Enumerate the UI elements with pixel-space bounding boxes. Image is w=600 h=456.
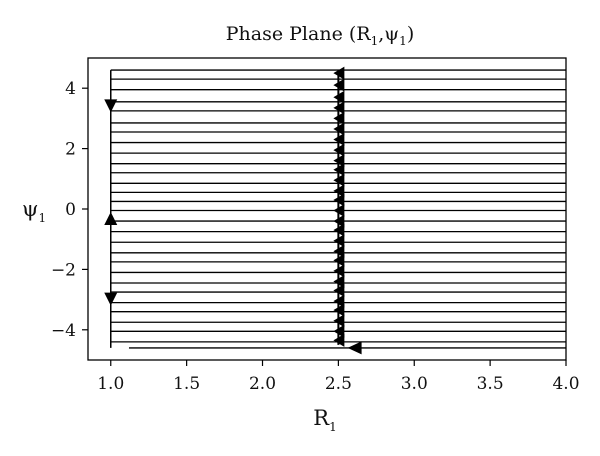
arrowhead-left: [333, 234, 345, 248]
arrowhead-left: [333, 163, 345, 177]
x-axis-label: R1: [313, 406, 336, 434]
y-tick-label: 4: [65, 79, 76, 99]
arrowhead-left: [333, 101, 345, 115]
y-axis-label: ψ1: [22, 197, 46, 225]
y-tick-label: 0: [65, 200, 76, 220]
arrowhead-left: [333, 193, 345, 207]
arrowhead-left: [347, 341, 362, 355]
arrowhead-left: [333, 173, 345, 187]
arrowhead-left: [333, 143, 345, 157]
arrowhead-down: [104, 292, 118, 306]
x-tick-label: 2.0: [249, 374, 276, 394]
arrowhead-left: [333, 253, 345, 267]
x-tick-label: 3.5: [477, 374, 504, 394]
arrowhead-left: [333, 274, 345, 288]
y-tick-label: −4: [51, 321, 76, 341]
arrowhead-left: [333, 133, 345, 147]
arrowhead-left: [333, 154, 345, 168]
x-tick-label: 4.0: [552, 374, 579, 394]
arrowhead-left: [333, 244, 345, 258]
arrowhead-left: [333, 324, 345, 338]
arrowhead-left: [333, 303, 345, 317]
arrowhead-left: [333, 214, 345, 228]
y-tick-label: 2: [65, 140, 76, 160]
arrowhead-left: [333, 78, 345, 92]
arrowhead-left: [333, 204, 345, 218]
arrowhead-left: [333, 264, 345, 278]
chart-title: Phase Plane (R1,ψ1): [226, 23, 414, 48]
arrowhead-left: [333, 184, 345, 198]
x-tick-label: 3.0: [401, 374, 428, 394]
arrowhead-left: [333, 294, 345, 308]
plot-frame: [87, 57, 567, 361]
arrowheads: [104, 66, 362, 355]
arrowhead-left: [333, 223, 345, 237]
arrowhead-left: [333, 90, 345, 104]
x-tick-label: 1.0: [97, 374, 124, 394]
arrowhead-left: [333, 333, 345, 347]
y-tick-label: −2: [51, 260, 76, 280]
arrowhead-left: [333, 314, 345, 328]
arrowhead-up: [104, 212, 118, 226]
arrowhead-left: [333, 122, 345, 136]
arrowhead-left: [333, 66, 345, 80]
arrowhead-left: [333, 284, 345, 298]
x-tick-label: 2.5: [325, 374, 352, 394]
arrowhead-down: [104, 99, 118, 113]
y-axis-ticks: 4 2 0 −2 −4: [51, 79, 88, 341]
arrowhead-left: [333, 111, 345, 125]
x-tick-label: 1.5: [173, 374, 200, 394]
x-axis-ticks: 1.0 1.5 2.0 2.5 3.0 3.5 4.0: [97, 360, 580, 394]
